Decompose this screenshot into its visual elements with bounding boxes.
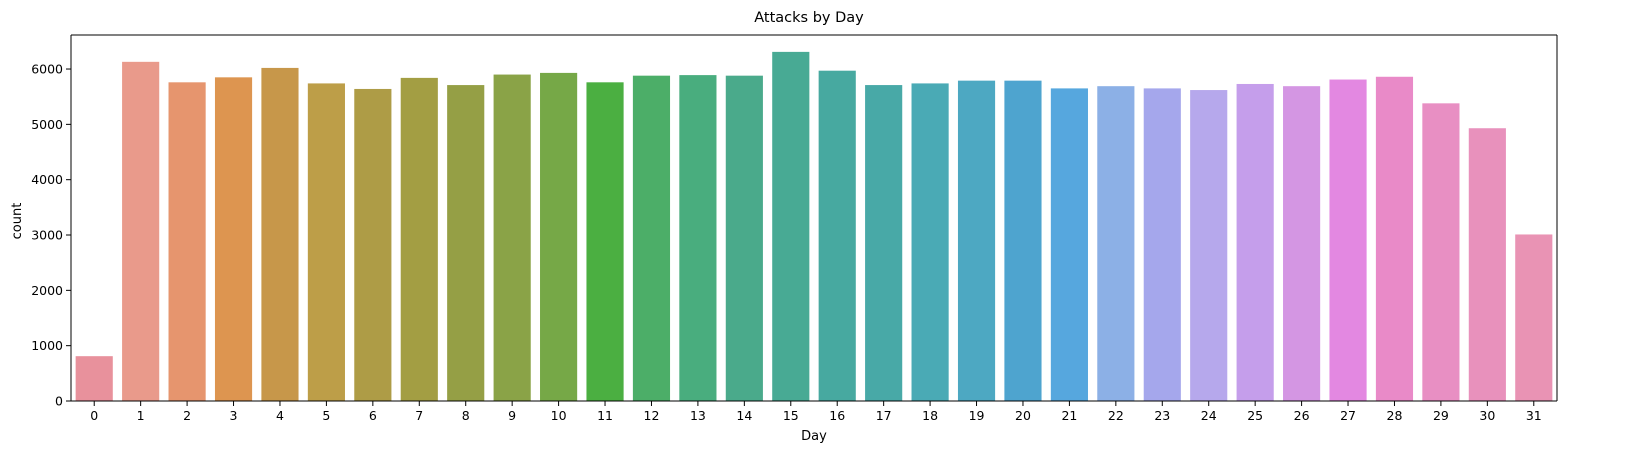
- x-tick-label: 24: [1201, 408, 1217, 423]
- bar-day-26: [1283, 86, 1321, 402]
- bar-day-20: [1004, 80, 1042, 402]
- bar-day-8: [447, 85, 485, 401]
- y-axis: 0 1000 2000 3000 4000 5000 6000: [31, 62, 71, 409]
- bar-day-21: [1050, 88, 1088, 401]
- y-tick-label: 3000: [31, 228, 63, 243]
- y-tick-label: 2000: [31, 283, 63, 298]
- bar-day-14: [725, 75, 763, 402]
- x-tick-label: 23: [1154, 408, 1170, 423]
- x-tick-label: 29: [1433, 408, 1449, 423]
- x-tick-label: 10: [551, 408, 567, 423]
- bar-day-30: [1468, 128, 1506, 402]
- bar-day-29: [1422, 103, 1460, 401]
- bar-day-5: [307, 83, 345, 401]
- bar-day-10: [540, 72, 578, 402]
- y-tick-label: 0: [55, 394, 63, 409]
- x-axis: 0 1 2 3 4 5 6 7 8 9 10 11 12 13 14 15 16 17 18 19 20 21 22 23 24…: [90, 401, 1542, 423]
- y-tick-label: 6000: [31, 62, 63, 77]
- y-tick-label: 4000: [31, 172, 63, 187]
- x-tick-label: 9: [508, 408, 516, 423]
- bar-day-31: [1515, 234, 1553, 401]
- bar-day-17: [865, 85, 903, 401]
- bar-day-11: [586, 82, 624, 401]
- bar-day-27: [1329, 79, 1367, 401]
- x-tick-label: 5: [322, 408, 330, 423]
- x-tick-label: 19: [969, 408, 985, 423]
- x-tick-label: 20: [1015, 408, 1031, 423]
- y-tick-label: 1000: [31, 338, 63, 353]
- x-tick-label: 25: [1247, 408, 1263, 423]
- bar-day-9: [493, 74, 531, 401]
- bar-day-23: [1143, 88, 1181, 401]
- bar-day-1: [122, 61, 160, 401]
- y-axis-label: count: [10, 203, 25, 240]
- x-tick-label: 11: [597, 408, 613, 423]
- bar-day-6: [354, 88, 392, 401]
- x-tick-label: 26: [1294, 408, 1310, 423]
- x-tick-label: 8: [462, 408, 470, 423]
- x-tick-label: 31: [1526, 408, 1542, 423]
- x-tick-label: 12: [644, 408, 660, 423]
- bar-day-19: [957, 80, 996, 402]
- bar-day-0: [75, 356, 113, 401]
- x-tick-label: 16: [829, 408, 845, 423]
- x-tick-label: 14: [736, 408, 752, 423]
- y-tick-label: 5000: [31, 117, 63, 132]
- x-tick-label: 4: [276, 408, 284, 423]
- bar-day-22: [1097, 86, 1135, 402]
- x-tick-label: 2: [183, 408, 191, 423]
- bar-day-12: [632, 75, 671, 402]
- x-tick-label: 22: [1108, 408, 1124, 423]
- x-tick-label: 28: [1387, 408, 1403, 423]
- x-tick-label: 1: [137, 408, 145, 423]
- chart-title: Attacks by Day: [754, 10, 864, 26]
- bar-day-4: [261, 67, 299, 402]
- bar-day-3: [214, 77, 253, 401]
- x-tick-label: 27: [1340, 408, 1356, 423]
- x-tick-label: 15: [783, 408, 799, 423]
- x-tick-label: 30: [1479, 408, 1495, 423]
- x-tick-label: 6: [369, 408, 377, 423]
- bar-day-18: [911, 83, 949, 401]
- bar-day-2: [168, 82, 206, 401]
- bar-day-7: [400, 77, 438, 401]
- x-tick-label: 21: [1061, 408, 1077, 423]
- x-tick-label: 7: [415, 408, 423, 423]
- bar-day-25: [1236, 83, 1274, 401]
- bar-day-28: [1375, 76, 1414, 402]
- x-tick-label: 13: [690, 408, 706, 423]
- x-tick-label: 0: [90, 408, 98, 423]
- bars-group: [75, 51, 1553, 402]
- x-axis-label: Day: [801, 429, 827, 444]
- bar-day-16: [818, 70, 856, 401]
- x-tick-label: 17: [876, 408, 892, 423]
- x-tick-label: 18: [922, 408, 938, 423]
- x-tick-label: 3: [230, 408, 238, 423]
- bar-day-15: [772, 51, 810, 401]
- bar-day-13: [679, 75, 717, 402]
- bar-day-24: [1190, 90, 1228, 402]
